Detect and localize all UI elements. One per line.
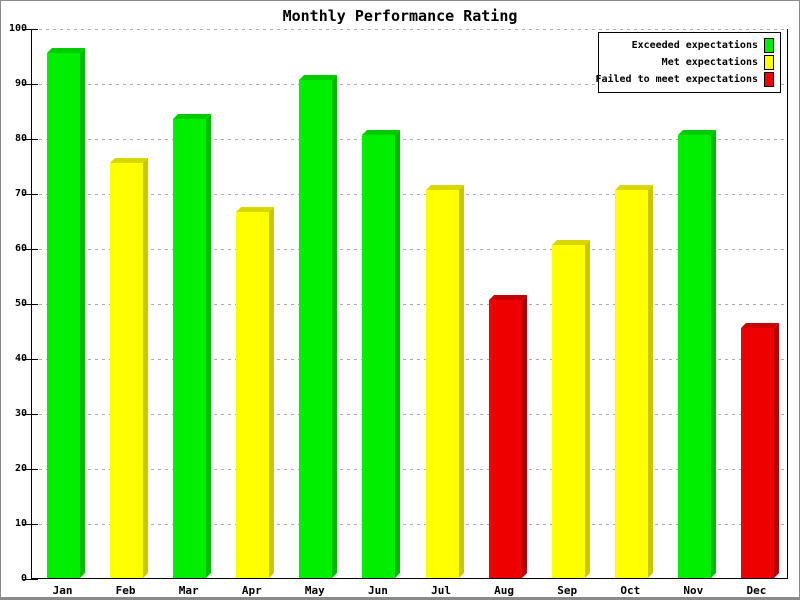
x-tick-label: Nov: [683, 584, 704, 597]
bar-side-face: [206, 113, 212, 578]
bar-top-face: [299, 75, 338, 81]
y-tick-label: 40: [14, 353, 27, 364]
bar-top-face: [110, 157, 149, 163]
bar-side-face: [521, 295, 527, 578]
y-tick-label: 50: [14, 298, 27, 309]
x-tick-label: Jul: [431, 584, 451, 597]
y-tick-label: 30: [14, 408, 27, 419]
legend-item-exceeded: Exceeded expectations: [603, 37, 774, 54]
bar-aug: [488, 295, 527, 578]
y-axis-tick: [22, 578, 38, 580]
y-gridline: [32, 83, 787, 85]
bar-jul: [425, 185, 464, 578]
legend-swatch-exceeded: [764, 38, 774, 53]
x-tick-label: Oct: [620, 584, 641, 597]
bar-sep: [551, 240, 590, 578]
y-tick-label: 10: [14, 518, 27, 529]
y-axis-tick: [22, 193, 38, 195]
legend-swatch-met: [764, 55, 774, 70]
bar-side-face: [80, 47, 86, 578]
plot-area: [22, 28, 788, 580]
y-axis-tick: [22, 303, 38, 305]
y-gridline: [32, 28, 787, 30]
bar-may: [299, 75, 338, 578]
bar-side-face: [458, 185, 464, 578]
bar-side-face: [647, 185, 653, 578]
chart-title: Monthly Performance Rating: [282, 7, 518, 25]
bar-side-face: [143, 157, 149, 578]
bar-top-face: [236, 207, 275, 213]
legend-swatch-failed: [764, 72, 774, 87]
bar-top-face: [362, 130, 401, 136]
bar-side-face: [332, 75, 338, 578]
y-axis-tick: [22, 413, 38, 415]
y-tick-label: 20: [14, 463, 27, 474]
y-gridline: [32, 413, 787, 415]
legend-item-met: Met expectations: [603, 54, 774, 71]
y-gridline: [32, 193, 787, 195]
y-axis-tick: [22, 358, 38, 360]
bar-top-face: [677, 130, 716, 136]
y-tick-label: 90: [14, 78, 27, 89]
y-axis-tick: [22, 28, 38, 30]
legend-label: Met expectations: [661, 57, 758, 68]
bar-side-face: [395, 130, 401, 578]
y-gridline: [32, 248, 787, 250]
y-tick-label: 0: [20, 573, 27, 584]
y-gridline: [32, 358, 787, 360]
bar-jan: [47, 47, 86, 578]
bar-top-face: [425, 185, 464, 191]
legend-label: Exceeded expectations: [631, 40, 758, 51]
y-axis-tick: [22, 138, 38, 140]
bar-side-face: [269, 207, 275, 578]
x-tick-label: Aug: [494, 584, 515, 597]
bar-side-face: [773, 322, 779, 578]
x-tick-label: Jun: [368, 584, 388, 597]
x-tick-label: Apr: [241, 584, 262, 597]
y-tick-label: 100: [8, 23, 27, 34]
bar-mar: [173, 113, 212, 578]
bar-top-face: [614, 185, 653, 191]
legend: Exceeded expectations Met expectations Fai…: [595, 32, 781, 93]
y-gridline: [32, 523, 787, 525]
x-tick-label: Sep: [557, 584, 578, 597]
bar-top-face: [551, 240, 590, 246]
y-axis-tick: [22, 83, 38, 85]
bar-dec: [740, 322, 779, 578]
bar-top-face: [47, 47, 86, 53]
bar-jun: [362, 130, 401, 578]
y-axis-tick: [22, 248, 38, 250]
x-tick-label: Mar: [178, 584, 199, 597]
bar-side-face: [584, 240, 590, 578]
bar-top-face: [173, 113, 212, 119]
y-gridline: [32, 138, 787, 140]
y-axis-tick: [22, 468, 38, 470]
x-tick-label: Jan: [52, 584, 73, 597]
x-tick-label: Dec: [746, 584, 767, 597]
y-gridline: [32, 303, 787, 305]
bar-top-face: [740, 322, 779, 328]
x-tick-label: May: [304, 584, 325, 597]
x-tick-label: Feb: [115, 584, 136, 597]
bar-side-face: [710, 130, 716, 578]
legend-item-failed: Failed to meet expectations: [595, 71, 774, 88]
y-gridline: [32, 468, 787, 470]
bar-feb: [110, 157, 149, 578]
y-tick-label: 70: [14, 188, 27, 199]
bar-nov: [677, 130, 716, 578]
y-tick-label: 80: [14, 133, 27, 144]
bar-oct: [614, 185, 653, 578]
y-axis-tick: [22, 523, 38, 525]
bar-apr: [236, 207, 275, 578]
y-tick-label: 60: [14, 243, 27, 254]
bar-top-face: [488, 295, 527, 301]
legend-label: Failed to meet expectations: [595, 74, 758, 85]
